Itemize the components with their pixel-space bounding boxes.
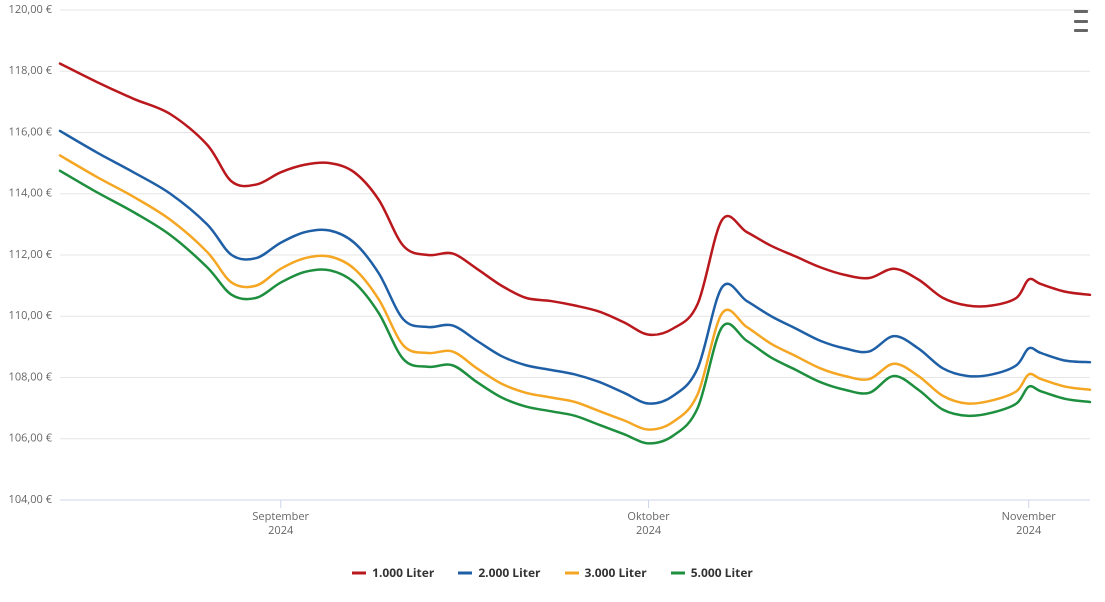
y-axis-tick-label: 114,00 € <box>9 186 53 201</box>
legend-item-2[interactable]: 3.000 Liter <box>565 564 647 581</box>
y-axis-tick-label: 116,00 € <box>9 124 53 139</box>
x-axis-month-label: November <box>1002 509 1057 524</box>
chart-svg: 104,00 € 106,00 € 108,00 € 110,00 € 112,00 €… <box>0 0 1105 602</box>
legend-label: 5.000 Liter <box>691 564 753 581</box>
x-axis-year-label: 2024 <box>1016 523 1042 538</box>
legend-item-0[interactable]: 1.000 Liter <box>352 564 434 581</box>
price-chart: 104,00 € 106,00 € 108,00 € 110,00 € 112,00 €… <box>0 0 1105 602</box>
chart-menu-button[interactable] <box>1069 8 1093 34</box>
y-axis-tick-label: 110,00 € <box>9 308 53 323</box>
y-axis-tick-label: 120,00 € <box>9 2 53 17</box>
y-axis-tick-label: 108,00 € <box>9 369 53 384</box>
legend-label: 3.000 Liter <box>585 564 647 581</box>
legend-label: 2.000 Liter <box>478 564 540 581</box>
y-axis-tick-label: 106,00 € <box>9 431 53 446</box>
legend-swatch <box>565 566 579 580</box>
legend-swatch <box>671 566 685 580</box>
y-axis-tick-label: 118,00 € <box>9 63 53 78</box>
x-axis-month-label: Oktober <box>627 509 670 524</box>
y-axis-tick-label: 112,00 € <box>9 247 53 262</box>
legend-swatch <box>458 566 472 580</box>
x-axis-year-label: 2024 <box>268 523 294 538</box>
legend-item-3[interactable]: 5.000 Liter <box>671 564 753 581</box>
x-axis-month-label: September <box>252 509 309 524</box>
y-axis-tick-label: 104,00 € <box>9 492 53 507</box>
legend-swatch <box>352 566 366 580</box>
legend: 1.000 Liter 2.000 Liter 3.000 Liter 5.000 L… <box>0 564 1105 584</box>
x-axis-year-label: 2024 <box>636 523 662 538</box>
legend-label: 1.000 Liter <box>372 564 434 581</box>
series-line-1[interactable] <box>60 131 1090 404</box>
series-line-0[interactable] <box>60 64 1090 335</box>
legend-item-1[interactable]: 2.000 Liter <box>458 564 540 581</box>
